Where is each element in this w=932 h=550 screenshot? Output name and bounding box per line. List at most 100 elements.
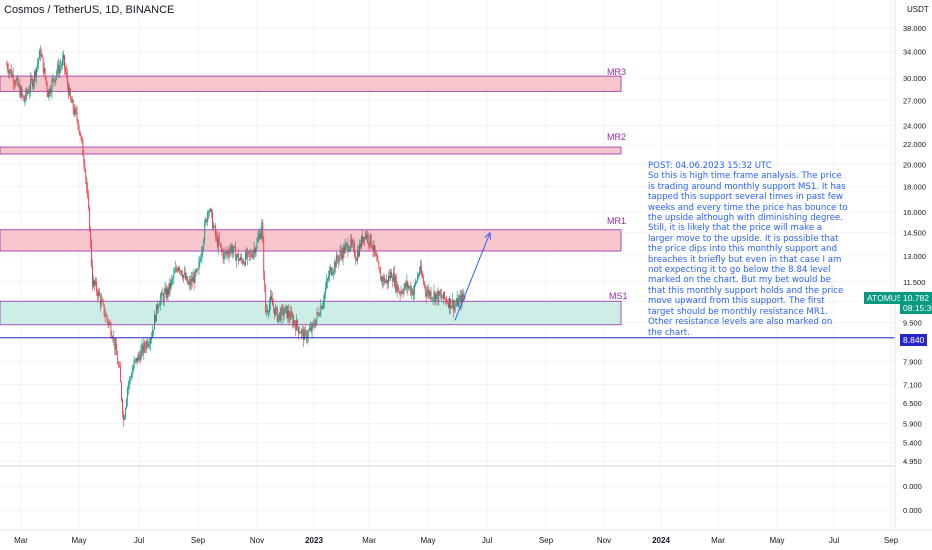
candle-body [352, 243, 354, 244]
candle-body [291, 312, 293, 316]
candle [338, 255, 340, 266]
candle-body [453, 304, 455, 310]
zone-ms1 [0, 300, 622, 326]
candle-body [269, 303, 270, 312]
candle-body [388, 275, 389, 284]
candle [59, 60, 61, 79]
candle [434, 290, 436, 306]
candle-body [400, 291, 402, 294]
candle-body [263, 242, 265, 274]
level-badge[interactable]: 8.840 [900, 334, 928, 346]
candle [353, 237, 355, 253]
candle-body [433, 291, 435, 298]
candle [311, 322, 313, 339]
candle-body [331, 273, 333, 275]
candle-body [289, 317, 291, 320]
candle-body [215, 235, 217, 237]
candle [290, 305, 292, 321]
candle [214, 223, 216, 242]
candle [133, 355, 135, 370]
candle-body [181, 270, 182, 275]
candle-body [84, 163, 86, 171]
candle-body [50, 92, 52, 94]
x-tick-label: Mar [711, 536, 725, 545]
candle [324, 291, 326, 309]
candle-body [196, 268, 198, 272]
candle-body [54, 80, 56, 82]
candle-body [349, 246, 351, 251]
candle [400, 285, 402, 297]
candle [425, 286, 427, 304]
candle [8, 68, 10, 80]
time-axis[interactable]: Mar May Jul Sep Nov 2023 Mar May Jul Sep Nov 2024 Ma… [14, 536, 899, 545]
candle [407, 280, 409, 296]
candle [442, 294, 444, 299]
candle-body [356, 259, 358, 261]
candle-body [91, 241, 93, 266]
candle-body [256, 241, 258, 249]
candle-body [202, 247, 204, 253]
candle-body [111, 335, 113, 338]
candle [448, 298, 449, 310]
candle [389, 269, 391, 281]
candle [464, 296, 466, 300]
candle-body [47, 91, 49, 98]
candle-body [407, 281, 409, 289]
candle-body [179, 267, 181, 271]
zone-label-mr3: MR3 [607, 67, 627, 77]
candle-body [405, 283, 407, 288]
candle-body [355, 256, 357, 260]
chart-title: Cosmos / TetherUS, 1D, BINANCE [4, 4, 175, 16]
candle-body [188, 280, 190, 284]
candle [94, 279, 95, 290]
candle [106, 313, 108, 324]
last-price-badge[interactable]: 10.782 [900, 292, 932, 304]
candle-body [172, 278, 174, 279]
candle-body [192, 276, 194, 282]
candle [226, 250, 228, 260]
price-axis[interactable]: 4.9505.4005.9006.5007.1007.9009.50010.50… [903, 24, 926, 515]
candle-body [391, 277, 393, 282]
candle [61, 61, 63, 72]
candle [448, 295, 450, 315]
candle [237, 252, 239, 259]
candle [221, 246, 223, 253]
candle-body [245, 252, 247, 259]
candle-body [104, 314, 106, 317]
candle [179, 265, 181, 275]
candle-body [59, 66, 61, 74]
candle-body [140, 350, 142, 361]
candle [316, 308, 318, 325]
candle [126, 386, 128, 407]
candle [26, 87, 28, 101]
candle [354, 240, 356, 259]
candle [95, 277, 97, 296]
candle-body [322, 305, 324, 309]
candle-body [251, 255, 253, 258]
candle-body [397, 284, 399, 292]
candle [208, 209, 210, 220]
candle-body [178, 267, 180, 272]
candle-body [223, 253, 225, 259]
candle-body [387, 279, 388, 284]
candle [44, 67, 46, 80]
y-tick-label: 11.500 [903, 278, 925, 287]
candle-body [40, 54, 42, 57]
candle [356, 256, 358, 262]
candle-body [333, 262, 335, 272]
candle-body [327, 279, 329, 281]
candle [276, 306, 278, 323]
candle [6, 61, 8, 74]
candle-body [63, 55, 64, 60]
candle-body [408, 287, 410, 289]
candle [218, 231, 220, 246]
candle [312, 320, 314, 329]
candle [263, 235, 265, 281]
candle-body [85, 170, 87, 179]
candle [65, 66, 67, 79]
candle-body [447, 302, 448, 304]
candle-body [11, 74, 13, 77]
candle-body [403, 287, 405, 294]
candle-body [153, 329, 154, 331]
